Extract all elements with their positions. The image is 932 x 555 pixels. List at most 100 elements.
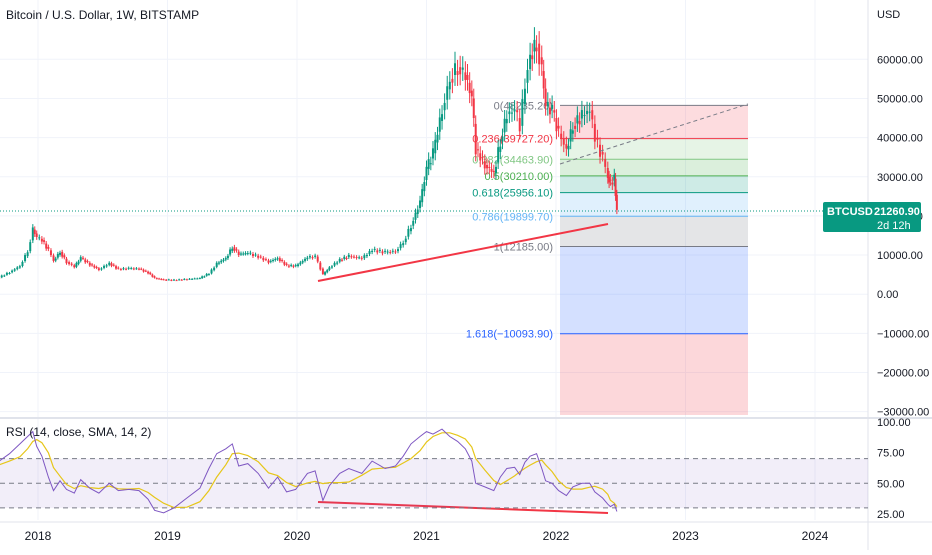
candle-body (596, 138, 598, 140)
candle-body (249, 253, 251, 254)
candle-body (493, 171, 495, 172)
candle-body (50, 250, 52, 255)
price-tick-label: 60000.00 (877, 54, 923, 66)
candle-body (260, 257, 262, 258)
candle-body (454, 63, 456, 75)
candle-body (302, 261, 304, 263)
candle-body (491, 169, 493, 172)
candle-body (240, 254, 242, 255)
candle-body (449, 82, 451, 89)
candle-body (122, 268, 124, 269)
candle-body (1, 276, 3, 278)
candle-body (521, 99, 523, 126)
candle-body (529, 55, 531, 69)
candle-body (497, 147, 499, 162)
fib-zone (560, 176, 748, 193)
candle-body (462, 68, 464, 70)
candle-body (213, 268, 215, 271)
fib-level-label: 0.5(30210.00) (485, 171, 554, 183)
candle-body (73, 265, 75, 267)
candle-body (53, 255, 55, 260)
candle-body (326, 270, 328, 272)
candle-body (170, 280, 172, 281)
fib-retracement[interactable]: 0(48235.20)0.236(39727.20)0.382(34463.90… (466, 100, 748, 415)
candle-body (178, 279, 180, 280)
candle-body (309, 256, 311, 257)
candle-body (576, 115, 578, 123)
fib-zone (560, 216, 748, 246)
rsi-tick-label: 50.00 (877, 478, 905, 490)
candle-body (24, 255, 26, 261)
candle-body (339, 259, 341, 262)
candle-body (348, 255, 350, 257)
candle-body (328, 267, 330, 270)
candle-body (191, 279, 193, 280)
candle-body (196, 278, 198, 279)
price-tick-label: −10000.00 (877, 328, 929, 340)
candle-body (371, 251, 373, 252)
candle-body (358, 257, 360, 258)
candle-body (536, 48, 538, 52)
candle-body (32, 227, 34, 240)
candle-body (216, 263, 218, 267)
candle-body (78, 261, 80, 263)
candle-body (147, 272, 149, 274)
candle-body (381, 251, 383, 253)
candle-body (488, 167, 490, 168)
candle-body (314, 256, 316, 257)
candle-body (477, 149, 479, 150)
fib-zone (560, 246, 748, 333)
candle-body (194, 278, 196, 279)
candle-body (89, 263, 91, 266)
candle-body (471, 91, 473, 97)
candle-body (469, 83, 471, 93)
candle-body (389, 252, 391, 253)
candle-body (607, 168, 609, 178)
candle-body (11, 271, 13, 273)
rsi-tick-label: 25.00 (877, 509, 905, 521)
price-axis[interactable]: 60000.0050000.0040000.0030000.0020000.00… (877, 54, 929, 418)
candle-body (233, 247, 235, 250)
candle-body (252, 254, 254, 256)
candle-body (583, 115, 585, 116)
candle-body (531, 55, 533, 59)
candle-body (138, 269, 140, 270)
candle-body (514, 109, 516, 111)
candle-body (128, 268, 130, 269)
candle-body (292, 266, 294, 267)
candle-body (34, 230, 36, 234)
candle-body (387, 252, 389, 253)
candle-body (206, 274, 208, 276)
last-price-value: 21260.90 (874, 206, 920, 218)
candle-body (156, 278, 158, 279)
last-price-tag[interactable]: BTCUSD 21260.90 2d 12h (823, 202, 921, 232)
candle-body (312, 257, 314, 258)
candle-body (140, 269, 142, 270)
candle-body (113, 265, 115, 266)
candle-body (297, 264, 299, 266)
candle-body (9, 273, 11, 274)
candle-body (231, 249, 233, 251)
candle-body (247, 253, 249, 254)
candle-body (220, 261, 222, 263)
fib-level-label: 0.236(39727.20) (472, 134, 553, 146)
candle-body (201, 276, 203, 278)
time-tick-label: 2023 (672, 529, 699, 543)
candle-body (91, 264, 93, 265)
candle-body (428, 159, 430, 169)
candle-body (272, 260, 274, 261)
candle-body (103, 266, 105, 268)
candle-body (541, 57, 543, 64)
candle-body (98, 268, 100, 270)
candle-body (255, 255, 257, 256)
candle-body (108, 263, 110, 265)
candle-body (384, 251, 386, 252)
candle-body (165, 280, 167, 281)
candle-body (356, 257, 358, 258)
candle-body (353, 257, 355, 258)
candle-body (394, 251, 396, 252)
candle-body (100, 268, 102, 269)
